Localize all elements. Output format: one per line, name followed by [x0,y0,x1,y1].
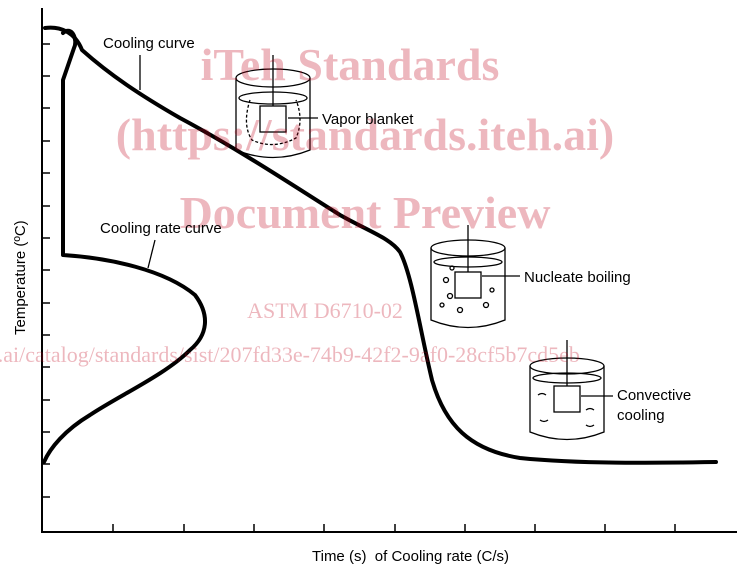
watermark: https://standards.iteh.ai/catalog/standa… [0,342,580,367]
label: Nucleate boiling [524,269,631,286]
label: Cooling curve [103,35,195,52]
watermark: Document Preview [180,187,551,238]
watermark: iTeh Standards [201,39,500,90]
y-axis-label: Temperature (ºC) [12,220,29,335]
label: cooling [617,407,665,424]
label: Cooling rate curve [100,220,222,237]
beaker-nucleate [431,225,520,328]
cooling-curve [45,28,716,463]
cooling-rate-curve [44,31,205,462]
x-axis-label: Time (s) of Cooling rate (C/s) [312,548,509,565]
watermark: ASTM D6710-02 [247,298,403,323]
label: Convective [617,387,691,404]
label: Vapor blanket [322,111,414,128]
figure: iTeh Standards (https://standards.iteh.a… [0,0,737,572]
